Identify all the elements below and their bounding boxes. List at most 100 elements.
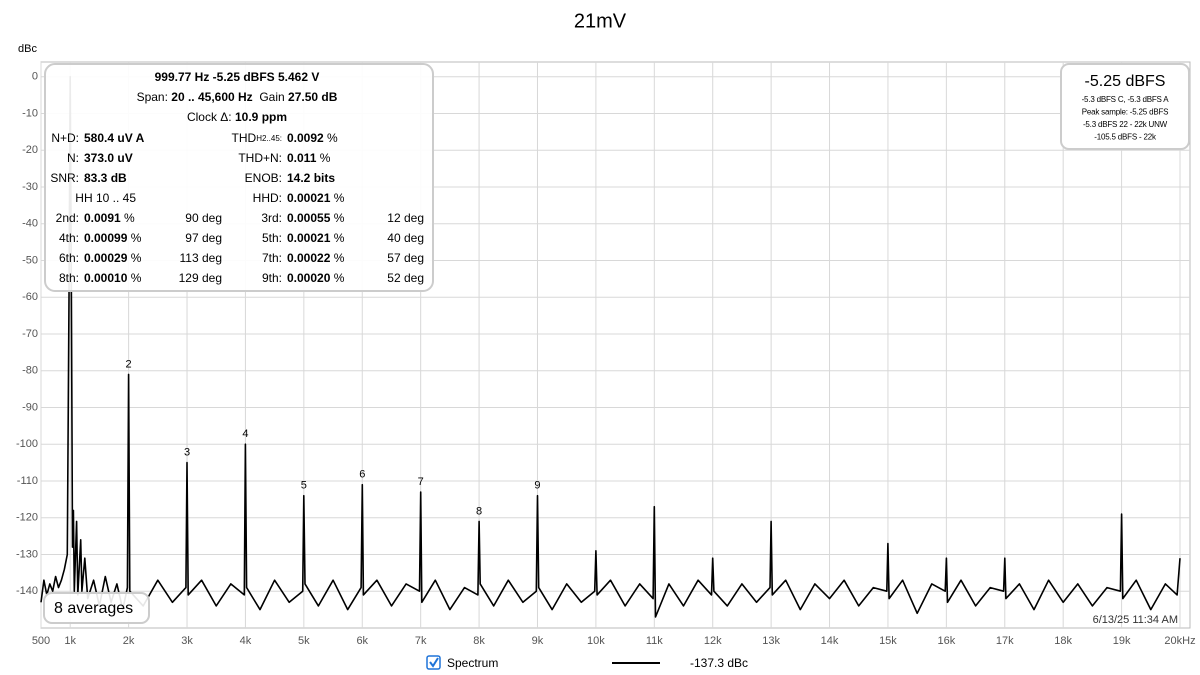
peak-label: 9 [534,480,540,492]
info-value: 0.00029 % [84,251,142,265]
info-label-text: THD+N: [238,151,282,165]
timestamp: 6/13/25 11:34 AM [1093,614,1178,626]
info-label: THD+N: [238,151,282,165]
info-label: N+D: [51,131,79,145]
info-label-text: 4th: [59,231,79,245]
x-tick-label: 3k [181,635,193,647]
info-unit: % [334,251,345,265]
info-value-text: 0.00022 [287,251,331,265]
info-unit: % [334,231,345,245]
info-phase: 12 deg [387,211,424,225]
info-unit: % [124,211,135,225]
info-value: 0.00010 % [84,271,142,285]
y-tick-label: -80 [22,365,38,377]
peak-label: 4 [242,428,248,440]
info-label-text: 6th: [59,251,79,265]
info-label-text: SNR: [50,171,79,185]
info-value: 0.00020 % [287,271,345,285]
info-value-text: 0.00021 [287,191,331,205]
info-label-text: 3rd: [261,211,282,225]
info-value-text: 0.00021 [287,231,331,245]
info-label: 9th: [262,271,282,285]
x-tick-label: 8k [473,635,485,647]
y-tick-label: -40 [22,218,38,230]
x-tick-label: 13k [762,635,780,647]
x-tick-label: 500 [32,635,50,647]
info-label-text: THD [232,131,257,145]
info-label: 3rd: [261,211,282,225]
peak-label: 2 [126,358,132,370]
info-label: THDH2..45: [232,131,282,145]
info-value-text: 580.4 uV A [84,131,145,145]
info-unit: % [334,191,345,205]
peak-label: 7 [418,476,424,488]
info-value: 373.0 uV [84,151,133,165]
info-value-text: 0.00010 [84,271,128,285]
y-tick-label: -140 [16,585,38,597]
info-value: 580.4 uV A [84,131,145,145]
info-label-text: HH 10 .. 45 [75,191,136,205]
info-value-text: 0.00055 [287,211,331,225]
info-value: 0.00099 % [84,231,142,245]
info-value-text: 0.00099 [84,231,128,245]
x-tick-label: 16k [937,635,955,647]
x-tick-label: 18k [1054,635,1072,647]
info-label-text: 5th: [262,231,282,245]
x-tick-label: 6k [356,635,368,647]
y-tick-label: -60 [22,291,38,303]
x-tick-label: 9k [532,635,544,647]
legend: Spectrum -137.3 dBc [426,655,748,670]
info-unit: % [131,271,142,285]
x-tick-label: 10k [587,635,605,647]
info-unit: % [320,151,331,165]
info-label: N: [67,151,79,165]
info-phase: 57 deg [387,251,424,265]
x-tick-label: 20kHz [1164,635,1195,647]
info-phase: 52 deg [387,271,424,285]
x-tick-label: 5k [298,635,310,647]
info-value-text: 0.0091 [84,211,121,225]
plot: 2 3 4 5 6 7 8 9 [40,75,1181,618]
x-tick-label: 7k [415,635,427,647]
x-tick-label: 11k [646,635,663,647]
info-unit: % [334,271,345,285]
info-value-text: 14.2 bits [287,171,335,185]
info-label: 8th: [59,271,79,285]
y-tick-label: -120 [16,512,38,524]
info-header: Span: 20 .. 45,600 Hz Gain 27.50 dB [137,90,338,104]
info-value: 83.3 dB [84,171,127,185]
x-tick-label: 1k [64,635,76,647]
info-label: Gain [259,90,284,104]
info-value-text: 0.0092 [287,131,324,145]
y-axis-label: dBc [18,43,37,55]
x-tick-label: 12k [704,635,722,647]
averages: 8 averages [54,600,133,617]
info-phase: 129 deg [179,271,222,285]
info-label-sub: H2..45: [256,134,282,143]
panel-box [44,63,434,292]
info-label: 5th: [262,231,282,245]
info-value: 14.2 bits [287,171,335,185]
info-value: 0.00021 % [287,231,345,245]
x-tick-label: 2k [123,635,135,647]
info-label: ENOB: [245,171,282,185]
peak-label: 8 [476,505,482,517]
info-phase: 113 deg [180,251,223,265]
info-label-text: 2nd: [56,211,79,225]
check-mark [429,657,439,668]
legend-readout: -137.3 dBc [690,656,748,670]
chart-title: 21mV [574,10,627,32]
info-value: 27.50 dB [288,90,338,104]
info-value: 0.00021 % [287,191,345,205]
peak-label: 6 [359,469,365,481]
averages-box [43,592,150,624]
info-label-text: 8th: [59,271,79,285]
info-unit: % [131,231,142,245]
level-detail: -5.3 dBFS 22 - 22k UNW [1083,120,1168,129]
y-tick-label: -20 [22,144,38,156]
info-label-text: ENOB: [245,171,282,185]
y-tick-label: -30 [22,181,38,193]
info-header: 999.77 Hz -5.25 dBFS 5.462 V [155,70,320,84]
info-label-text: 7th: [262,251,282,265]
info-label: HHD: [253,191,282,205]
